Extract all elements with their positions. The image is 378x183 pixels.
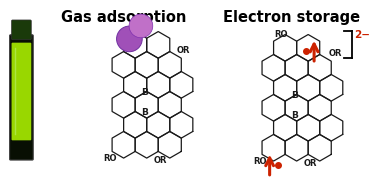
Text: OR: OR [304,159,317,168]
Text: RO: RO [253,157,266,166]
Text: 2−: 2− [354,30,370,40]
Text: RO: RO [124,27,138,36]
Text: B: B [291,111,298,120]
Text: OR: OR [177,46,190,55]
Text: B: B [291,91,298,100]
Text: OR: OR [153,156,167,165]
Text: RO: RO [103,154,116,163]
Text: B: B [141,108,148,117]
FancyBboxPatch shape [12,43,31,140]
Text: Electron storage: Electron storage [223,10,360,25]
Text: RO: RO [274,29,288,39]
Text: B: B [141,88,148,97]
Circle shape [129,14,153,38]
FancyBboxPatch shape [9,35,33,160]
Text: Gas adsorption: Gas adsorption [61,10,187,25]
Circle shape [116,26,142,52]
Text: OR: OR [328,49,342,58]
FancyBboxPatch shape [12,20,31,40]
